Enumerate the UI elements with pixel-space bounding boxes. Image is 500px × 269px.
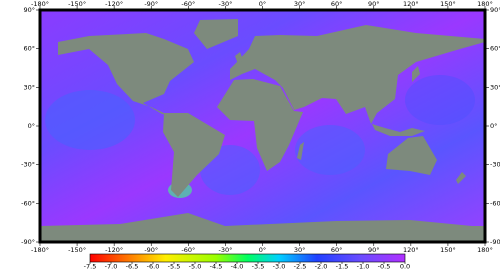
lon-label-top: 90° (368, 0, 380, 8)
lon-label-bottom: -120° (105, 246, 123, 254)
lon-label-top: 150° (440, 0, 456, 8)
lon-label-bottom: -30° (218, 246, 232, 254)
lon-label-bottom: -60° (181, 246, 195, 254)
north-america (58, 33, 194, 115)
ocean-shade (45, 90, 135, 150)
lon-label-bottom: -90° (144, 246, 158, 254)
colorbar-label: -1.0 (357, 263, 370, 269)
colorbar-label: -1.5 (336, 263, 349, 269)
lat-label-left: -60° (21, 199, 35, 207)
lat-label-right: 90° (490, 6, 500, 14)
lon-label-top: -60° (181, 0, 195, 8)
colorbar-label: -4.5 (210, 263, 223, 269)
colorbar-label: -6.0 (147, 263, 160, 269)
colorbar-label: -7.5 (84, 263, 97, 269)
lon-label-bottom: 60° (331, 246, 343, 254)
colorbar-label: -6.5 (126, 263, 139, 269)
lon-label-bottom: 90° (368, 246, 380, 254)
lat-label-right: -90° (490, 238, 500, 246)
colorbar-label: -2.0 (315, 263, 328, 269)
lon-label-top: 60° (331, 0, 343, 8)
lat-label-left: 60° (23, 45, 35, 53)
lon-label-top: 180° (477, 0, 493, 8)
lat-label-right: -30° (490, 161, 500, 169)
africa (217, 79, 303, 171)
lat-label-left: -30° (21, 161, 35, 169)
lat-label-left: 30° (23, 83, 35, 91)
colorbar-label: -7.0 (105, 263, 118, 269)
lat-label-right: 30° (490, 83, 500, 91)
britain (235, 52, 243, 64)
lon-label-bottom: -150° (68, 246, 86, 254)
lon-label-bottom: 0° (259, 246, 266, 254)
map-area (40, 10, 485, 242)
lat-label-left: -90° (21, 238, 35, 246)
lat-label-right: 0° (490, 122, 497, 130)
japan (412, 66, 420, 82)
ocean-shade (295, 125, 365, 175)
colorbar (89, 253, 406, 263)
madagascar (297, 142, 304, 160)
australia (386, 136, 437, 175)
lon-label-bottom: 30° (294, 246, 306, 254)
lat-label-right: 60° (490, 45, 500, 53)
lon-label-bottom: 120° (403, 246, 419, 254)
ocean-shade (405, 75, 475, 125)
colorbar-label: -3.5 (252, 263, 265, 269)
lon-label-top: -180° (31, 0, 49, 8)
colorbar-label: -3.0 (273, 263, 286, 269)
lon-label-bottom: 150° (440, 246, 456, 254)
colorbar-label: -0.5 (378, 263, 391, 269)
new-zealand (456, 172, 466, 184)
indonesia (372, 124, 425, 136)
lon-label-top: 30° (294, 0, 306, 8)
lon-label-top: 120° (403, 0, 419, 8)
lon-label-top: -150° (68, 0, 86, 8)
lon-label-top: 0° (259, 0, 266, 8)
lon-label-bottom: -180° (31, 246, 49, 254)
eurasia (230, 25, 485, 124)
lon-label-top: -120° (105, 0, 123, 8)
lat-label-left: 0° (28, 122, 35, 130)
colorbar-label: -5.5 (168, 263, 181, 269)
antarctica (40, 213, 485, 242)
colorbar-label: -5.0 (189, 263, 202, 269)
greenland (194, 19, 238, 49)
lon-label-top: -30° (218, 0, 232, 8)
lon-label-bottom: 180° (477, 246, 493, 254)
colorbar-label: -2.5 (294, 263, 307, 269)
south-america (163, 113, 225, 197)
lon-label-top: -90° (144, 0, 158, 8)
lat-label-right: -60° (490, 199, 500, 207)
colorbar-label: 0.0 (400, 263, 410, 269)
colorbar-label: -4.0 (231, 263, 244, 269)
lat-label-left: 90° (23, 6, 35, 14)
